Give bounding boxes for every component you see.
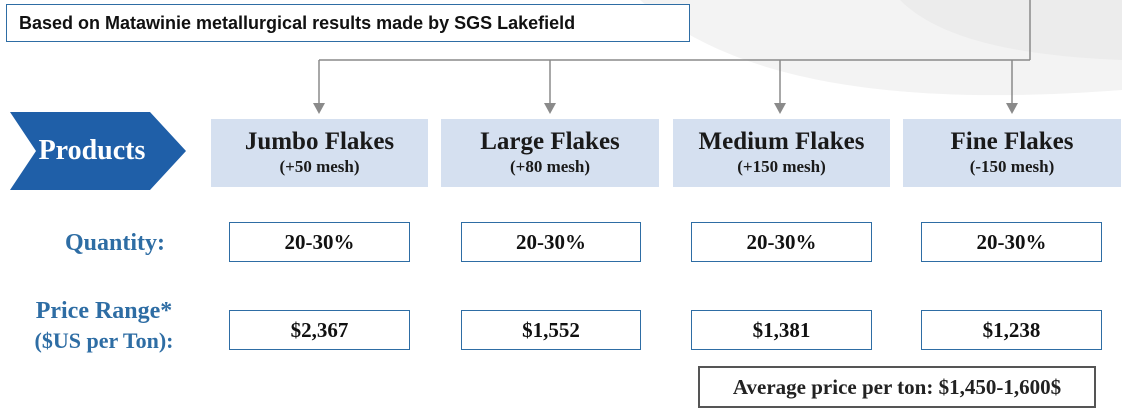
products-tag: Products (10, 112, 186, 190)
products-tag-label: Products (38, 135, 146, 166)
column-header-medium: Medium Flakes (+150 mesh) (673, 119, 890, 187)
arrow-head-fine (1006, 103, 1018, 114)
quantity-value-large: 20-30% (461, 222, 641, 262)
price-range-label-line1: Price Range* (35, 298, 173, 324)
arrow-head-jumbo (313, 103, 325, 114)
source-header: Based on Matawinie metallurgical results… (6, 4, 690, 42)
quantity-value-jumbo: 20-30% (229, 222, 410, 262)
column-name: Fine Flakes (950, 128, 1074, 155)
products-tag-arrow-shape (10, 112, 186, 190)
column-name: Medium Flakes (698, 128, 865, 155)
column-header-jumbo: Jumbo Flakes (+50 mesh) (211, 119, 428, 187)
quantity-value-fine: 20-30% (921, 222, 1102, 262)
price-range-label-line2: ($US per Ton): (34, 328, 174, 353)
column-name: Large Flakes (480, 128, 620, 155)
arrow-head-large (544, 103, 556, 114)
price-range-label: Price Range* ($US per Ton): (14, 296, 194, 356)
price-value-jumbo: $2,367 (229, 310, 410, 350)
quantity-label: Quantity: (64, 230, 165, 256)
arrow-head-medium (774, 103, 786, 114)
column-name: Jumbo Flakes (244, 128, 395, 155)
column-mesh: (+150 mesh) (737, 157, 826, 176)
column-header-fine: Fine Flakes (-150 mesh) (903, 119, 1121, 187)
price-value-medium: $1,381 (691, 310, 872, 350)
source-header-text: Based on Matawinie metallurgical results… (19, 12, 576, 33)
price-value-large: $1,552 (461, 310, 641, 350)
average-price-text: Average price per ton: $1,450-1,600$ (732, 374, 1062, 399)
price-value-fine: $1,238 (921, 310, 1102, 350)
column-header-large: Large Flakes (+80 mesh) (441, 119, 659, 187)
quantity-value-medium: 20-30% (691, 222, 872, 262)
column-mesh: (+50 mesh) (279, 157, 360, 176)
average-price-box: Average price per ton: $1,450-1,600$ (698, 366, 1096, 408)
column-mesh: (-150 mesh) (969, 157, 1055, 176)
column-mesh: (+80 mesh) (509, 157, 591, 176)
